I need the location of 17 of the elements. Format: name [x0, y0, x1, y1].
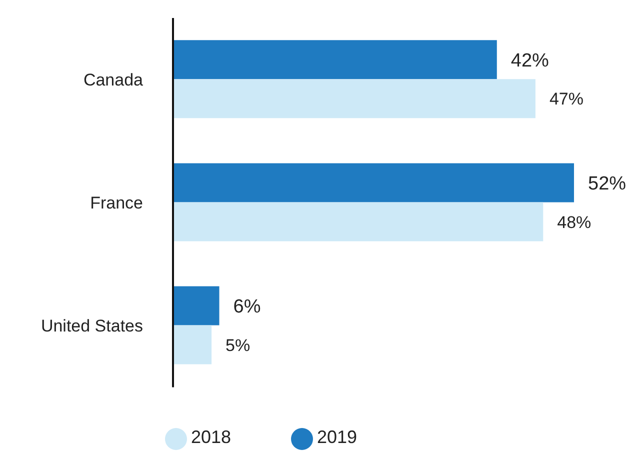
bar — [173, 40, 497, 80]
y-tick-label: United States — [40, 316, 143, 336]
bar — [173, 163, 574, 202]
y-tick-label: Canada — [83, 70, 144, 90]
data-label: 52% — [588, 173, 626, 194]
legend-label: 2019 — [317, 427, 358, 448]
data-label: 48% — [557, 212, 592, 232]
bar — [173, 325, 212, 364]
bar — [173, 202, 544, 242]
data-label: 42% — [510, 50, 550, 72]
data-label: 6% — [233, 296, 261, 318]
bar — [173, 79, 536, 118]
bar — [173, 286, 220, 326]
legend-label: 2018 — [190, 427, 231, 448]
data-label: 47% — [549, 90, 584, 109]
y-tick-label: France — [90, 194, 143, 213]
data-label: 5% — [226, 336, 250, 355]
